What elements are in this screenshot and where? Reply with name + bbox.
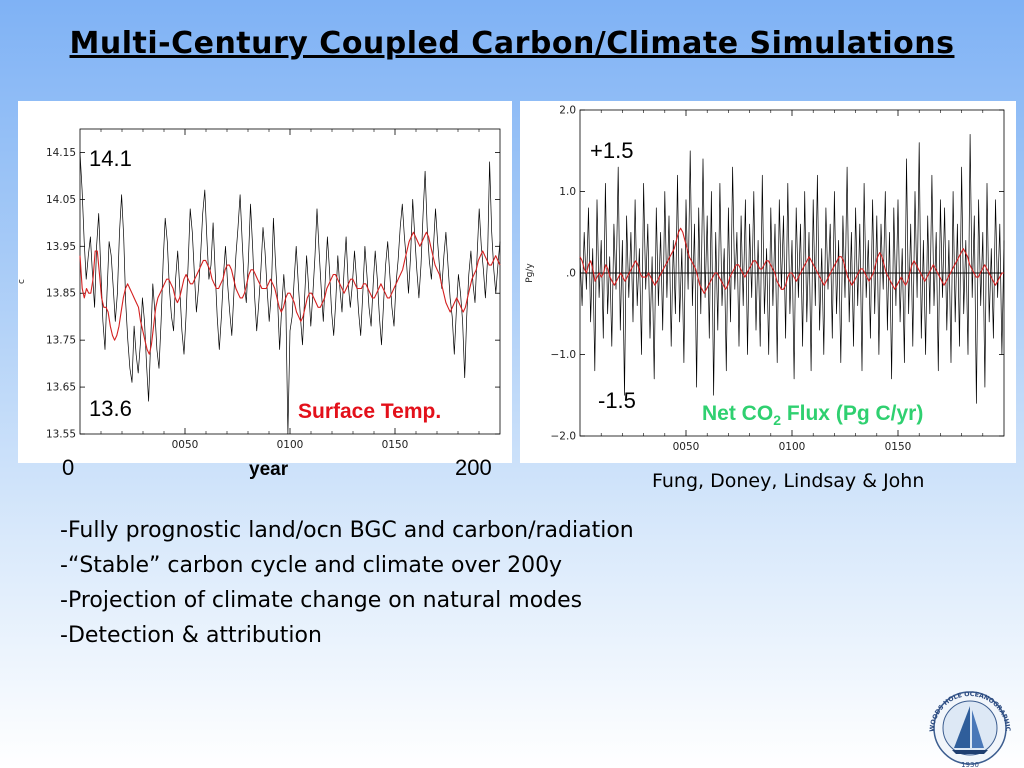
- temp-max-annotation: 14.1: [89, 146, 132, 171]
- bullet-item: -Detection & attribution: [60, 623, 322, 648]
- smoothed-series-line: [79, 231, 501, 355]
- y-tick-label: 14.05: [46, 194, 76, 206]
- slide-title: Multi-Century Coupled Carbon/Climate Sim…: [69, 26, 955, 61]
- y-tick-label: −2.0: [551, 431, 577, 443]
- logo-year: 1930: [961, 761, 979, 768]
- x-end-label: 200: [455, 455, 492, 480]
- x-tick-label: 0150: [382, 439, 409, 451]
- whoi-logo: WOODS HOLE OCEANOGRAPHIC INSTITUTION 193…: [924, 684, 1011, 768]
- y-tick-label: 13.95: [46, 241, 76, 253]
- bullet-list: -Fully prognostic land/ocn BGC and carbo…: [60, 513, 634, 653]
- x-tick-label: 0100: [779, 441, 806, 453]
- y-tick-label: −1.0: [551, 349, 577, 361]
- smoothed-series-line: [579, 227, 1004, 294]
- x-start-label: 0: [62, 455, 75, 480]
- y-tick-label: 13.65: [46, 382, 76, 394]
- surface-temp-label: Surface Temp.: [298, 400, 442, 423]
- co2-flux-chart: −2.0 −1.0 .0 1.0 2.0 0050 0100 0150 Pg/y: [525, 105, 1005, 453]
- y-tick-label: 13.55: [46, 429, 76, 441]
- bullet-item: -Fully prognostic land/ocn BGC and carbo…: [60, 518, 634, 543]
- x-tick-label: 0050: [673, 441, 700, 453]
- co2-flux-label-b: Flux (Pg C/yr): [780, 402, 924, 425]
- y-axis-label: c: [18, 279, 27, 284]
- surface-temp-chart-panel: 13.55 13.65 13.75 13.85 13.95 14.05 14.15 0050 0…: [18, 101, 512, 463]
- bullet-item: -“Stable” carbon cycle and climate over …: [60, 553, 563, 578]
- x-tick-label: 0150: [885, 441, 912, 453]
- authors-credit: Fung, Doney, Lindsay & John: [652, 470, 925, 492]
- plot-frame: [79, 128, 501, 435]
- y-tick-label: 13.85: [46, 288, 76, 300]
- y-tick-label: 2.0: [559, 105, 576, 117]
- co2-flux-chart-panel: −2.0 −1.0 .0 1.0 2.0 0050 0100 0150 Pg/y: [520, 101, 1016, 463]
- surface-temp-chart: 13.55 13.65 13.75 13.85 13.95 14.05 14.15 0050 0…: [18, 128, 501, 451]
- raw-series-line: [579, 134, 1005, 404]
- flux-max-annotation: +1.5: [590, 138, 634, 163]
- raw-series-line: [79, 152, 501, 435]
- x-tick-label: 0100: [277, 439, 304, 451]
- flux-min-annotation: -1.5: [598, 388, 636, 413]
- y-tick-label: 13.75: [46, 335, 76, 347]
- x-axis-year-label: year: [249, 459, 289, 480]
- y-tick-label: 14.15: [46, 147, 76, 159]
- temp-min-annotation: 13.6: [89, 396, 132, 421]
- co2-flux-label-a: Net CO: [702, 402, 774, 425]
- logo-hull: [952, 750, 988, 754]
- x-tick-label: 0050: [172, 439, 199, 451]
- logo-sail-left: [954, 706, 970, 748]
- y-tick-label: .0: [566, 268, 576, 280]
- co2-flux-label-sub: 2: [773, 412, 781, 429]
- bullet-item: -Projection of climate change on natural…: [60, 588, 583, 613]
- y-axis-label: Pg/y: [525, 263, 535, 283]
- co2-flux-label: Net CO2 Flux (Pg C/yr): [702, 402, 923, 428]
- logo-sail-right: [972, 710, 984, 748]
- y-tick-label: 1.0: [559, 186, 576, 198]
